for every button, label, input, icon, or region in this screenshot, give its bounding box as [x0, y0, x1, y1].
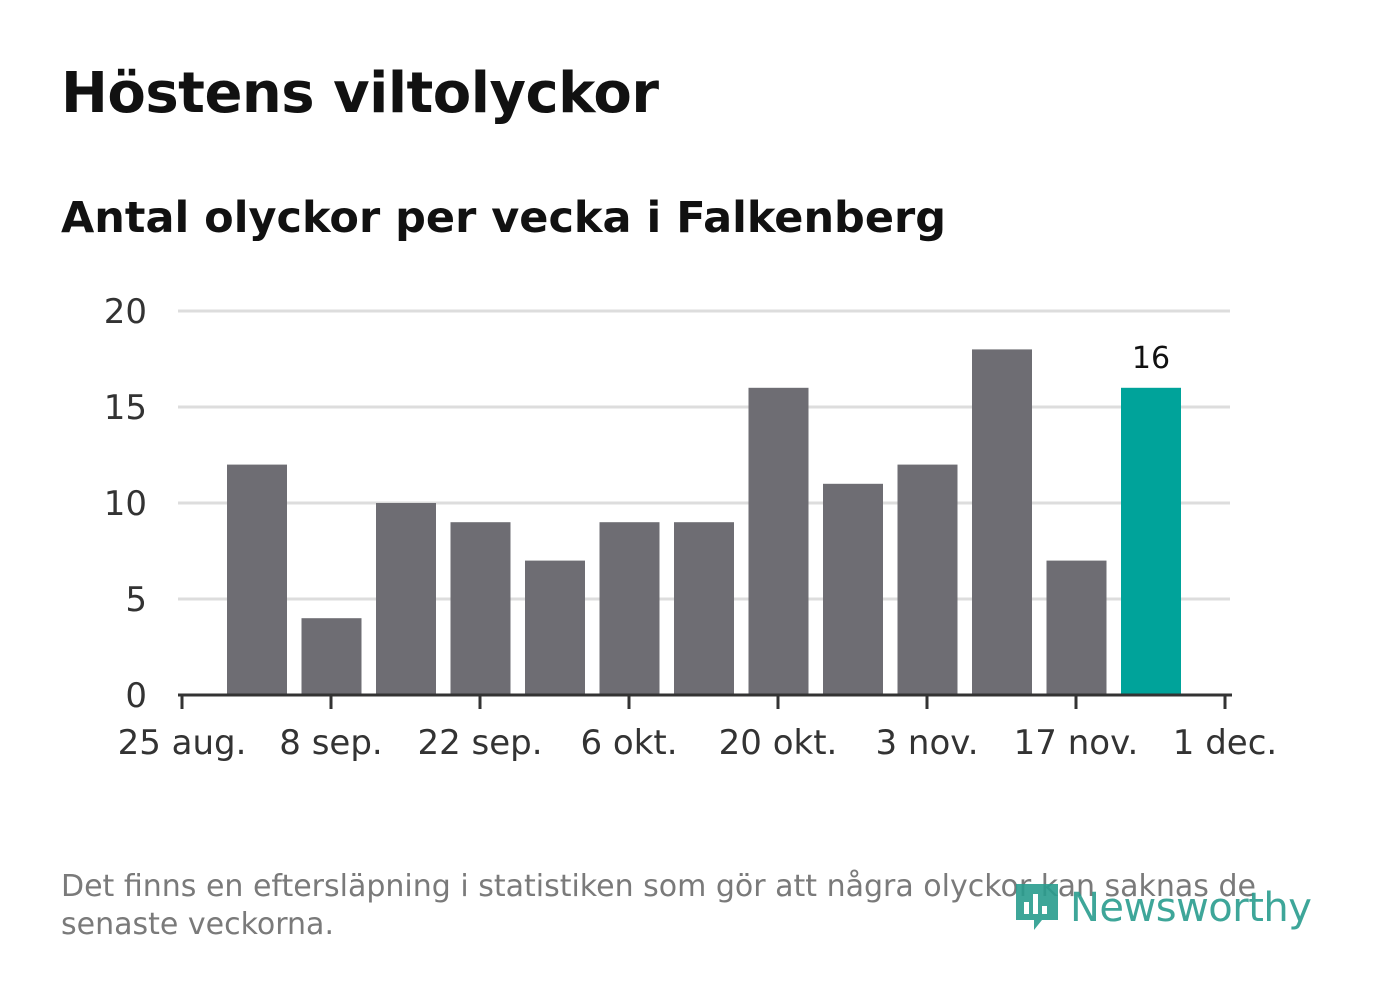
- bar: [599, 522, 660, 695]
- x-tick-label: 17 nov.: [1014, 723, 1139, 763]
- bar: [897, 464, 958, 695]
- bar: [748, 387, 809, 695]
- bar: [450, 522, 511, 695]
- x-axis: [178, 693, 1232, 709]
- newsworthy-logo-text: Newsworthy: [1070, 885, 1312, 931]
- bar: [227, 464, 287, 695]
- x-tick-label: 20 okt.: [719, 723, 838, 763]
- newsworthy-logo[interactable]: Newsworthy: [1012, 880, 1312, 936]
- x-tick-label: 6 okt.: [580, 723, 677, 763]
- bar: [1046, 560, 1107, 695]
- bar: [301, 618, 362, 695]
- y-tick-label: 15: [104, 388, 147, 428]
- chart-subtitle: Antal olyckor per vecka i Falkenberg: [61, 193, 946, 243]
- x-tick-label: 1 dec.: [1173, 723, 1277, 763]
- y-tick-label: 10: [104, 484, 147, 524]
- bar: [823, 483, 883, 695]
- y-tick-label: 5: [125, 580, 147, 620]
- y-tick-label: 0: [125, 676, 147, 716]
- bar-highlighted: [1121, 387, 1181, 695]
- bar: [674, 522, 734, 695]
- bar: [376, 503, 436, 695]
- y-tick-label: 20: [104, 292, 147, 332]
- chart-title: Höstens viltolyckor: [61, 61, 659, 126]
- bar-chart: 0 5 10 15 20 25 aug. 8 sep. 22 sep. 6 okt. 20 okt…: [104, 292, 1277, 763]
- x-tick-label: 8 sep.: [279, 723, 382, 763]
- labels: 0 5 10 15 20 25 aug. 8 sep. 22 sep. 6 okt. 20 okt…: [104, 292, 1277, 763]
- bar: [525, 560, 585, 695]
- newsworthy-logo-icon: [1012, 880, 1062, 936]
- data-label: 16: [1132, 341, 1170, 376]
- bar: [972, 349, 1032, 695]
- x-tick-label: 25 aug.: [118, 723, 247, 763]
- bars: [227, 349, 1181, 695]
- x-tick-label: 22 sep.: [417, 723, 542, 763]
- x-tick-label: 3 nov.: [875, 723, 978, 763]
